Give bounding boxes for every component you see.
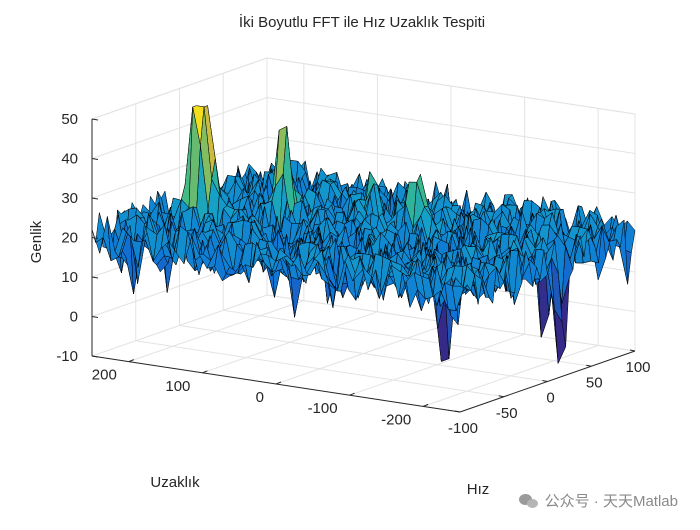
z-tick [91, 276, 99, 279]
x-tick-label: 50 [586, 374, 603, 391]
z-tick-label: 20 [61, 230, 78, 247]
z-axis-label: Genlik [28, 220, 45, 263]
axes-layer: -100-50050100-200-1000100200-10010203040… [56, 111, 650, 437]
y-axis-label: Uzaklık [150, 474, 200, 491]
y-tick-label: 200 [92, 367, 117, 384]
x-tick-label: -100 [448, 420, 478, 437]
chat-bubble-icon [518, 493, 539, 509]
z-tick [91, 237, 99, 239]
y-tick [128, 359, 134, 363]
z-tick [91, 197, 99, 200]
surface-patch [452, 285, 464, 311]
surface-patch [290, 276, 303, 318]
y-tick [349, 392, 355, 396]
y-grid-line [202, 311, 378, 374]
z-tick-label: -10 [56, 348, 78, 365]
x-tick-label: -50 [496, 405, 518, 422]
z-tick-label: 30 [61, 190, 78, 207]
y-grid-line [423, 344, 599, 407]
x-tick [542, 380, 548, 382]
z-tick [91, 355, 99, 358]
x-tick [586, 364, 592, 367]
watermark-text: 公众号 · 天天Matlab [544, 493, 678, 510]
z-tick [91, 316, 99, 318]
z-tick [91, 118, 99, 121]
y-tick [202, 370, 208, 374]
watermark: 公众号 · 天天Matlab [518, 490, 678, 511]
y-tick-label: -100 [308, 400, 338, 417]
y-tick [423, 403, 429, 407]
y-grid-line [128, 300, 304, 363]
y-tick-label: -200 [381, 411, 411, 428]
x-tick [629, 349, 636, 352]
x-tick [498, 395, 504, 398]
y-tick [275, 381, 282, 385]
x-axis-label: Hız [467, 481, 490, 498]
z-tick-label: 0 [70, 309, 78, 326]
x-tick-label: 0 [546, 390, 554, 407]
y-grid-line [275, 322, 452, 385]
y-tick-label: 0 [256, 389, 264, 406]
z-tick-label: 50 [61, 111, 78, 128]
y-grid-line [349, 333, 525, 396]
y-tick-label: 100 [165, 378, 190, 395]
x-tick [454, 410, 461, 413]
surface-layer [91, 105, 636, 364]
chart-title: İki Boyutlu FFT ile Hız Uzaklık Tespiti [239, 13, 485, 31]
z-tick [91, 158, 99, 160]
z-tick-label: 40 [61, 151, 78, 168]
x-tick-label: 100 [625, 359, 650, 376]
z-tick-label: 10 [61, 269, 78, 286]
